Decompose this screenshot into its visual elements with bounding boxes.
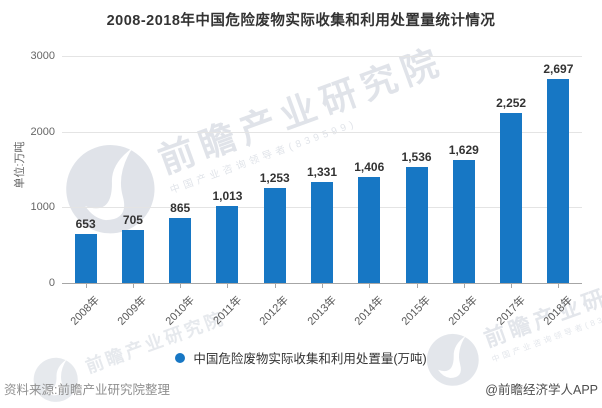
x-axis-tick (132, 283, 134, 288)
bar-value-label: 1,013 (212, 189, 243, 204)
x-axis-tick (369, 283, 371, 288)
x-axis-tick (227, 283, 229, 288)
bar (358, 176, 381, 283)
x-axis-label: 2012年 (257, 294, 292, 328)
x-axis-tick (558, 283, 560, 288)
bar-value-label: 1,406 (354, 159, 385, 174)
grid-line (62, 131, 582, 133)
x-axis-label: 2010年 (163, 294, 197, 328)
x-axis-label: 2013年 (305, 294, 339, 328)
x-axis-label: 2014年 (352, 294, 386, 328)
grid-line (62, 56, 582, 57)
y-axis-unit-label: 单位:万吨 (14, 141, 26, 189)
x-axis-label: 2015年 (399, 294, 434, 328)
x-axis-tick (511, 283, 513, 288)
x-axis-label: 2016年 (446, 294, 481, 328)
y-axis-tick-label: 3000 (30, 50, 55, 62)
chart-title: 2008-2018年中国危险废物实际收集和利用处置量统计情况 (106, 13, 496, 29)
bar (263, 188, 286, 283)
x-axis-tick (180, 283, 182, 288)
legend: 中国危险废物实际收集和利用处置量(万吨) (0, 348, 602, 367)
x-axis-label: 2009年 (115, 294, 150, 328)
bar (216, 206, 239, 283)
x-axis-tick (322, 283, 323, 288)
bar-value-label: 1,536 (401, 149, 432, 164)
legend-marker-dot-icon (175, 352, 186, 363)
data-source-text: 资料来源:前瞻产业研究院整理 (4, 383, 170, 397)
bar (74, 233, 97, 283)
bar (500, 112, 523, 283)
x-axis-label: 2011年 (211, 294, 245, 328)
credit-text: @前瞻经济学人APP (485, 383, 598, 397)
x-axis-tick (85, 283, 87, 288)
y-axis-tick-label: 0 (48, 277, 55, 289)
legend-series-label: 中国危险废物实际收集和利用处置量(万吨) (193, 352, 427, 366)
bar-value-label: 705 (122, 212, 143, 227)
x-axis-tick (416, 283, 418, 288)
bar-value-label: 2,697 (543, 61, 574, 76)
bar-value-label: 865 (170, 200, 191, 215)
bar-value-label: 1,331 (306, 165, 338, 180)
y-axis-tick-label: 2000 (30, 125, 55, 138)
bar-value-label: 1,629 (448, 142, 479, 157)
bar-value-label: 2,252 (496, 95, 527, 110)
x-axis-tick (463, 283, 465, 288)
bar (311, 182, 333, 283)
x-axis-label: 2008年 (68, 294, 103, 328)
bar-value-label: 1,253 (259, 171, 290, 186)
x-axis-label: 2018年 (541, 294, 575, 328)
x-axis-tick (274, 283, 276, 288)
bar (405, 166, 428, 283)
bar (547, 78, 570, 283)
y-axis-tick-label: 1000 (30, 201, 55, 214)
footer: 资料来源:前瞻产业研究院整理 @前瞻经济学人APP (0, 379, 602, 398)
bar (452, 159, 475, 283)
x-axis-label: 2017年 (494, 294, 528, 328)
bar (121, 229, 144, 283)
bar (169, 217, 192, 283)
